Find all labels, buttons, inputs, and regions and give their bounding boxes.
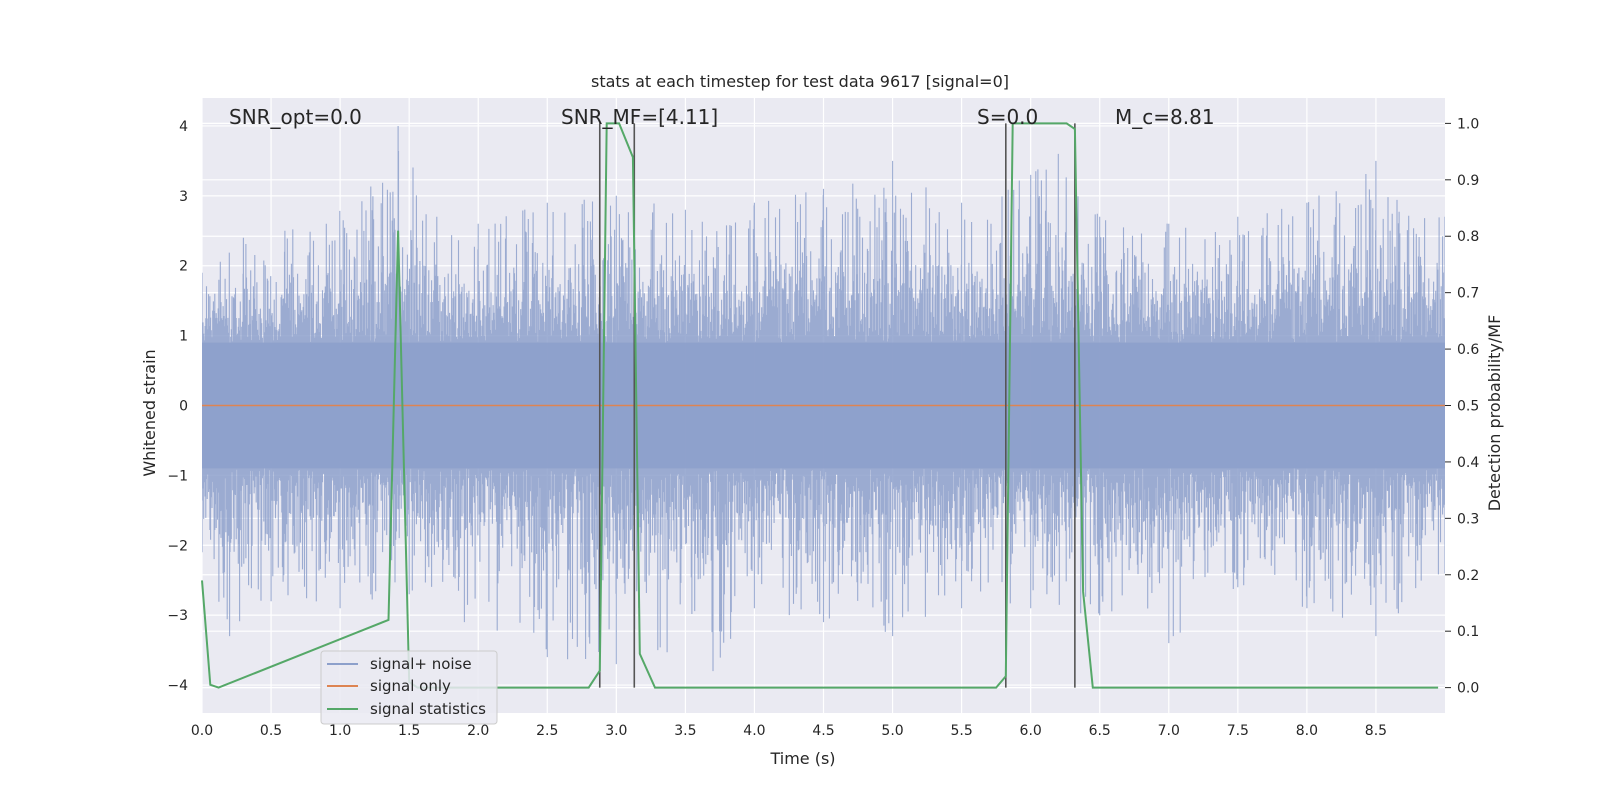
annotation-mc: M_c=8.81 xyxy=(1115,105,1215,129)
x-tick-label: 1.0 xyxy=(329,723,351,739)
y-tick-label-right: 0.0 xyxy=(1457,681,1479,697)
legend-label-signal-only: signal only xyxy=(370,677,451,695)
x-tick-label: 5.0 xyxy=(881,723,903,739)
x-tick-label: 6.5 xyxy=(1089,723,1111,739)
y-tick-label-left: −1 xyxy=(167,468,188,484)
y-tick-label-right: 0.3 xyxy=(1457,511,1479,527)
y-axis-label-right: Detection probability/MF xyxy=(1485,315,1504,512)
y-tick-label-right: 0.5 xyxy=(1457,399,1479,415)
y-ticks-right: 0.0 0.1 0.2 0.3 0.4 0.5 0.6 0.7 0.8 0.9 1.0 xyxy=(1445,116,1479,697)
y-axis-label-left: Whitened strain xyxy=(140,349,159,476)
y-tick-label-right: 0.8 xyxy=(1457,229,1479,245)
x-ticks: 0.0 0.5 1.0 1.5 2.0 2.5 3.0 3.5 4.0 4.5 5.0 5.5 6.0 6… xyxy=(191,723,1387,739)
annotation-snr-mf: SNR_MF=[4.11] xyxy=(561,105,718,129)
y-tick-label-left: −2 xyxy=(167,538,188,554)
x-tick-label: 2.0 xyxy=(467,723,489,739)
x-tick-label: 0.0 xyxy=(191,723,213,739)
y-tick-label-left: 2 xyxy=(179,259,188,275)
x-tick-label: 2.5 xyxy=(536,723,558,739)
y-tick-label-left: 1 xyxy=(179,329,188,345)
legend: signal+ noise signal only signal statist… xyxy=(320,650,498,725)
y-tick-label-right: 0.1 xyxy=(1457,624,1479,640)
signal-statistics-line xyxy=(201,122,1439,689)
y-tick-label-left: 0 xyxy=(179,399,188,415)
legend-label-signal-noise: signal+ noise xyxy=(370,655,472,673)
y-tick-label-right: 0.9 xyxy=(1457,173,1479,189)
y-tick-label-left: 3 xyxy=(179,189,188,205)
y-tick-label-left: −4 xyxy=(167,678,188,694)
x-tick-label: 1.5 xyxy=(398,723,420,739)
x-tick-label: 8.5 xyxy=(1365,723,1387,739)
x-tick-label: 8.0 xyxy=(1296,723,1318,739)
y-tick-label-left: 4 xyxy=(179,119,188,135)
y-tick-label-right: 0.4 xyxy=(1457,455,1479,471)
x-tick-label: 4.0 xyxy=(743,723,765,739)
legend-label-signal-statistics: signal statistics xyxy=(370,700,486,718)
y-tick-label-left: −3 xyxy=(167,608,188,624)
x-tick-label: 6.0 xyxy=(1020,723,1042,739)
x-tick-label: 7.0 xyxy=(1158,723,1180,739)
y-tick-label-right: 0.7 xyxy=(1457,286,1479,302)
annotation-snr-opt: SNR_opt=0.0 xyxy=(229,105,362,129)
y-ticks-left: −4 −3 −2 −1 0 1 2 3 4 xyxy=(167,119,188,694)
x-tick-label: 7.5 xyxy=(1227,723,1249,739)
vertical-markers xyxy=(598,123,1076,688)
x-tick-label: 4.5 xyxy=(812,723,834,739)
x-tick-label: 5.5 xyxy=(950,723,972,739)
x-tick-label: 0.5 xyxy=(260,723,282,739)
x-tick-label: 3.5 xyxy=(674,723,696,739)
x-tick-label: 3.0 xyxy=(605,723,627,739)
y-tick-label-right: 1.0 xyxy=(1457,116,1479,132)
y-tick-label-right: 0.6 xyxy=(1457,342,1479,358)
annotation-s: S=0.0 xyxy=(977,105,1038,129)
x-axis-label: Time (s) xyxy=(769,749,835,768)
chart-title: stats at each timestep for test data 961… xyxy=(591,72,1009,91)
y-tick-label-right: 0.2 xyxy=(1457,568,1479,584)
